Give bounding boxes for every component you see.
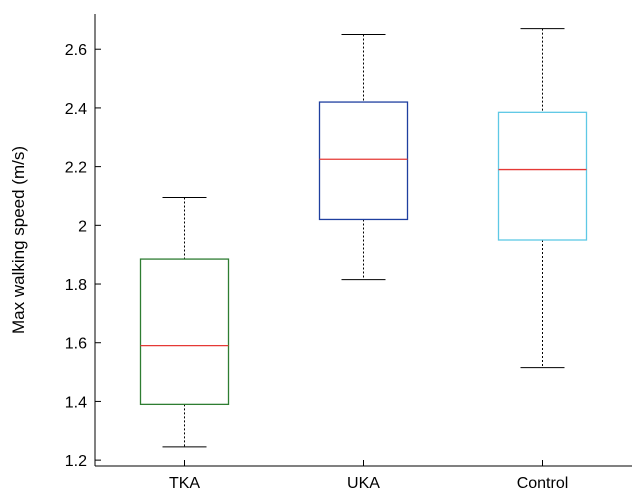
box-group-uka bbox=[318, 34, 409, 281]
iqr-box bbox=[139, 258, 230, 406]
iqr-box bbox=[497, 111, 588, 241]
x-tick-label: Control bbox=[517, 475, 569, 492]
x-tick-label: TKA bbox=[169, 475, 200, 492]
y-tick-label: 1.2 bbox=[65, 453, 87, 470]
x-tick-label: UKA bbox=[347, 475, 380, 492]
plot-area bbox=[139, 28, 588, 448]
y-tick-label: 1.6 bbox=[65, 336, 87, 353]
y-axis-label: Max walking speed (m/s) bbox=[9, 146, 28, 334]
y-tick-label: 2.6 bbox=[65, 42, 87, 59]
box-group-control bbox=[497, 28, 588, 369]
axes: 1.2 1.4 1.6 1.8 2 2.2 2.4 2.6 TKA UKA Control bbox=[65, 14, 632, 492]
y-tick-label: 2.2 bbox=[65, 160, 87, 177]
iqr-box bbox=[318, 101, 409, 221]
y-tick-label: 1.4 bbox=[65, 394, 87, 411]
y-tick-label: 2 bbox=[78, 218, 87, 235]
y-tick-label: 1.8 bbox=[65, 277, 87, 294]
box-group-tka bbox=[139, 196, 230, 448]
y-tick-label: 2.4 bbox=[65, 101, 87, 118]
